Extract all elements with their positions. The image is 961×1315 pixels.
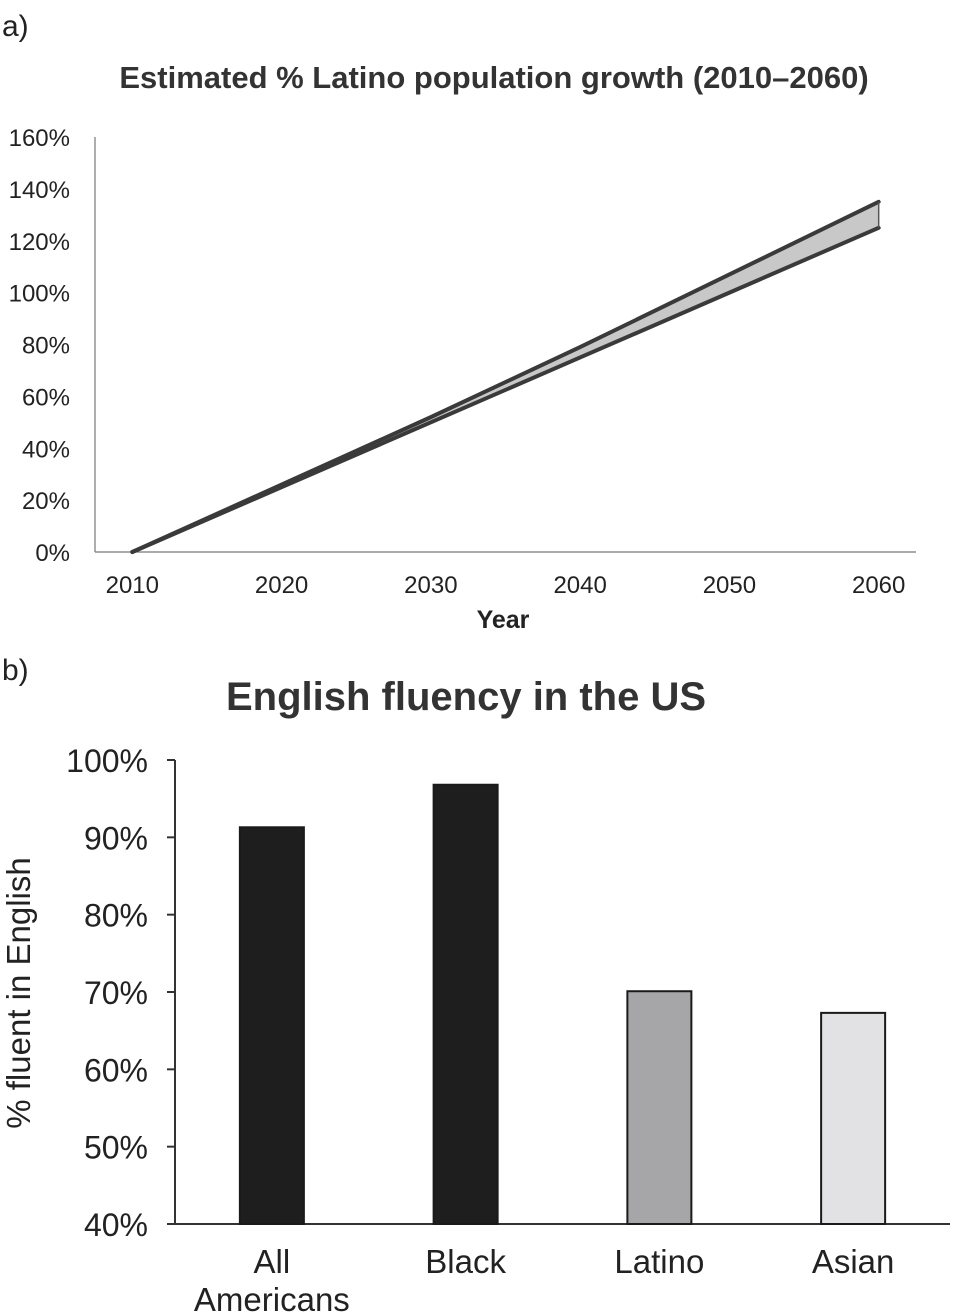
panel-a-label: a): [2, 10, 29, 43]
chart-a-y-tick-label: 160%: [9, 125, 70, 152]
chart-b-bar: [238, 826, 305, 1226]
chart-a-x-axis-title: Year: [477, 606, 530, 634]
chart-a-x-tick-label: 2030: [404, 572, 457, 599]
chart-a-y-tick-label: 140%: [9, 177, 70, 204]
chart-b-y-tick-label: 50%: [84, 1130, 148, 1166]
chart-a-y-ticks: 0% 20% 40% 60% 80% 100% 120% 140% 160%: [9, 125, 70, 567]
chart-b-y-tick-label: 80%: [84, 898, 148, 934]
chart-a-x-tick-label: 2060: [852, 572, 905, 599]
chart-b-y-tick-label: 60%: [84, 1052, 148, 1088]
chart-a-x-tick-label: 2020: [255, 572, 308, 599]
chart-a-plot-area: [130, 199, 881, 554]
chart-a-y-tick-label: 0%: [35, 540, 70, 567]
chart-b-x-tick-label: Asian: [812, 1243, 895, 1280]
chart-b-bars: [238, 783, 887, 1226]
chart-b-bar: [626, 990, 693, 1226]
chart-a-upper-line: [130, 199, 881, 554]
chart-b-y-tick-label: 90%: [84, 820, 148, 856]
chart-a-y-tick-label: 40%: [22, 436, 70, 463]
chart-b-x-tick-label: All: [254, 1243, 291, 1280]
chart-a-lower-line: [130, 225, 881, 554]
chart-b-title: English fluency in the US: [226, 675, 706, 719]
chart-a-x-tick-label: 2010: [106, 572, 159, 599]
chart-a-title: Estimated % Latino population growth (20…: [119, 60, 868, 95]
chart-a-y-tick-label: 60%: [22, 384, 70, 411]
chart-a-y-tick-label: 100%: [9, 281, 70, 308]
chart-b-bar: [820, 1011, 887, 1225]
chart-a-y-tick-label: 120%: [9, 229, 70, 256]
chart-a-y-tick-label: 80%: [22, 333, 70, 360]
chart-a-y-tick-label: 20%: [22, 488, 70, 515]
chart-b-y-axis-title: % fluent in English: [0, 857, 37, 1129]
chart-a-x-tick-label: 2050: [703, 572, 756, 599]
chart-b-x-tick-label: Americans: [194, 1281, 350, 1315]
panel-b-label: b): [2, 654, 29, 687]
chart-a-x-tick-label: 2040: [553, 572, 606, 599]
chart-b-y-ticks: 40% 50% 60% 70% 80% 90% 100%: [66, 743, 175, 1243]
chart-b-y-tick-label: 40%: [84, 1207, 148, 1243]
chart-b-x-tick-label: Latino: [614, 1243, 704, 1280]
chart-a-x-ticks: 2010 2020 2030 2040 2050 2060: [106, 572, 906, 599]
chart-b-bar: [432, 783, 499, 1225]
chart-b-x-tick-label: Black: [425, 1243, 506, 1280]
chart-b-y-tick-label: 100%: [66, 743, 148, 779]
chart-a-axes: [94, 137, 916, 553]
chart-b-y-tick-label: 70%: [84, 975, 148, 1011]
